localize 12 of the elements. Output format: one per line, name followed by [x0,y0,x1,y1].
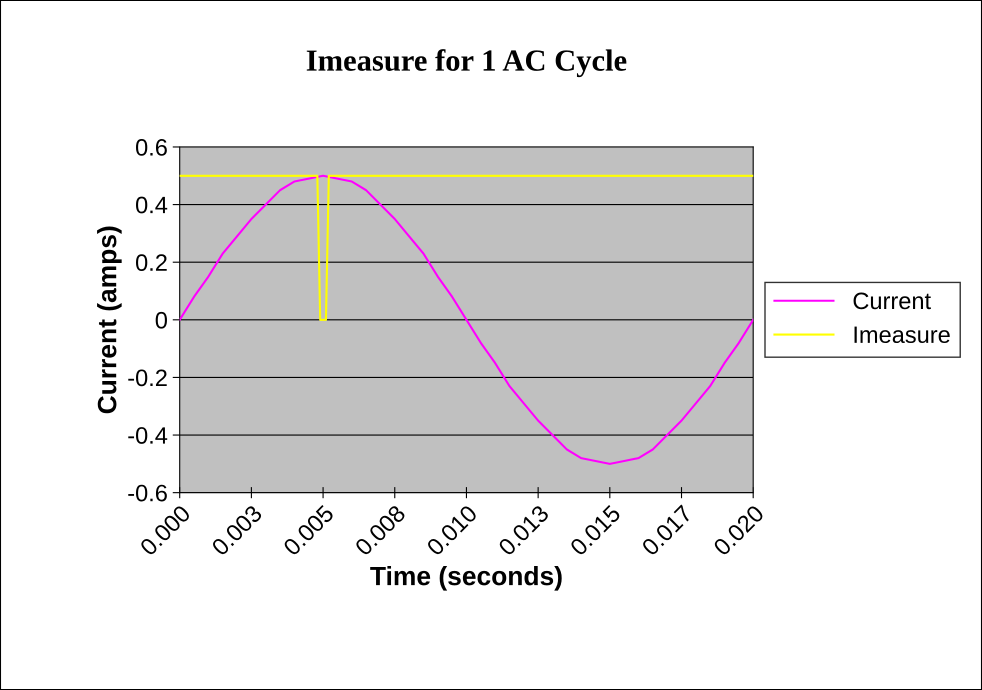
y-tick-label: 0.6 [136,139,167,156]
y-tick-label: -0.6 [128,484,167,502]
x-axis-title: Time (seconds) [370,566,562,591]
chart-title: Imeasure for 1 AC Cycle [306,49,626,78]
y-tick-label: -0.2 [128,370,167,386]
legend-label: Current [854,292,931,310]
y-tick-label: -0.4 [128,427,168,444]
legend-label: Imeasure [854,326,950,344]
y-tick-label: 0 [156,312,167,329]
y-axis-title: Current (amps) [97,226,122,414]
y-tick-label: 0.2 [136,254,167,271]
y-tick-label: 0.4 [136,196,168,214]
